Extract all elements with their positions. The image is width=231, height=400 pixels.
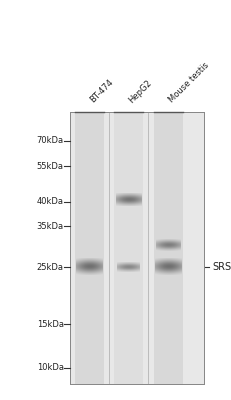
Bar xyxy=(153,112,182,384)
Text: 25kDa: 25kDa xyxy=(37,262,64,272)
Text: 55kDa: 55kDa xyxy=(37,162,64,171)
Text: 10kDa: 10kDa xyxy=(37,363,64,372)
Text: SRSF9: SRSF9 xyxy=(211,262,231,272)
Bar xyxy=(74,112,103,384)
Text: BT-474: BT-474 xyxy=(88,78,115,105)
Text: 70kDa: 70kDa xyxy=(36,136,64,145)
Text: Mouse testis: Mouse testis xyxy=(166,61,210,105)
Text: 15kDa: 15kDa xyxy=(37,320,64,329)
Bar xyxy=(69,112,203,384)
Text: 40kDa: 40kDa xyxy=(37,197,64,206)
Text: 35kDa: 35kDa xyxy=(36,222,64,231)
Bar xyxy=(113,112,142,384)
Text: HepG2: HepG2 xyxy=(127,78,153,105)
